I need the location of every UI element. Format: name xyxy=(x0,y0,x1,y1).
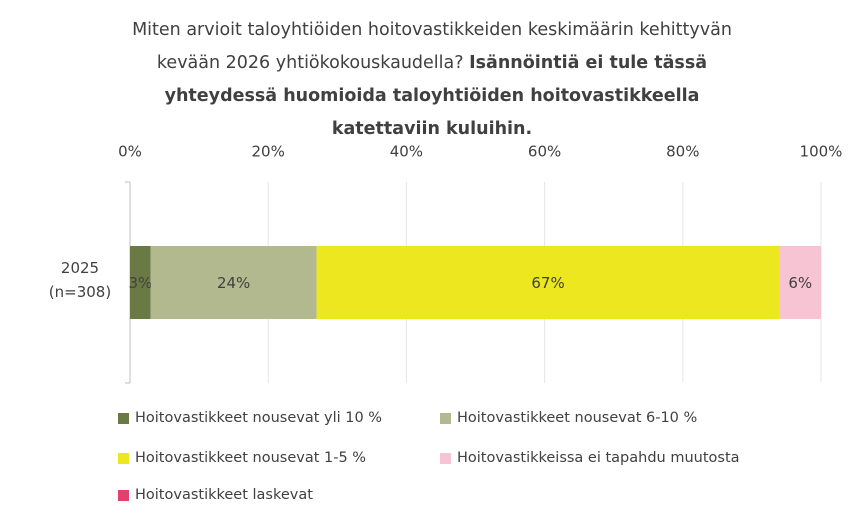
legend-item: Hoitovastikkeet nousevat yli 10 % xyxy=(118,410,382,426)
x-tick-label: 20% xyxy=(252,143,285,161)
data-label: 3% xyxy=(128,274,152,292)
legend-item: Hoitovastikkeet nousevat 1-5 % xyxy=(118,450,366,466)
y-tick-label: 2025 (n=308) xyxy=(48,259,112,301)
data-label: 24% xyxy=(217,274,250,292)
legend-label: Hoitovastikkeet laskevat xyxy=(135,487,313,503)
chart-title: Miten arvioit taloyhtiöiden hoitovastikk… xyxy=(112,14,752,146)
bar-segment xyxy=(316,246,780,319)
legend-swatch xyxy=(118,412,129,424)
legend-swatch xyxy=(440,412,451,424)
legend-swatch xyxy=(440,452,451,464)
x-tick-label: 0% xyxy=(118,143,142,161)
data-label: 67% xyxy=(531,274,564,292)
legend-item: Hoitovastikkeet nousevat 6-10 % xyxy=(440,410,697,426)
legend-label: Hoitovastikkeet nousevat yli 10 % xyxy=(135,410,383,426)
legend-item: Hoitovastikkeet laskevat xyxy=(118,487,313,503)
legend-item: Hoitovastikkeissa ei tapahdu muutosta xyxy=(440,450,740,466)
legend-swatch xyxy=(118,452,129,464)
title-text: Miten arvioit taloyhtiöiden hoitovastikk… xyxy=(132,20,732,73)
legend-swatch xyxy=(118,489,129,501)
x-tick-label: 100% xyxy=(800,143,843,161)
legend-label: Hoitovastikkeet nousevat 1-5 % xyxy=(135,450,367,466)
x-tick-label: 80% xyxy=(666,143,699,161)
legend-label: Hoitovastikkeissa ei tapahdu muutosta xyxy=(457,450,740,466)
bar-segment xyxy=(779,246,821,319)
x-tick-label: 40% xyxy=(390,143,423,161)
bar-segment xyxy=(130,246,151,319)
title-bold-text: Isännöintiä ei tule tässä yhteydessä huo… xyxy=(164,53,708,139)
data-label: 6% xyxy=(788,274,812,292)
legend-label: Hoitovastikkeet nousevat 6-10 % xyxy=(457,410,698,426)
x-tick-label: 60% xyxy=(528,143,561,161)
bar-segment xyxy=(150,246,317,319)
